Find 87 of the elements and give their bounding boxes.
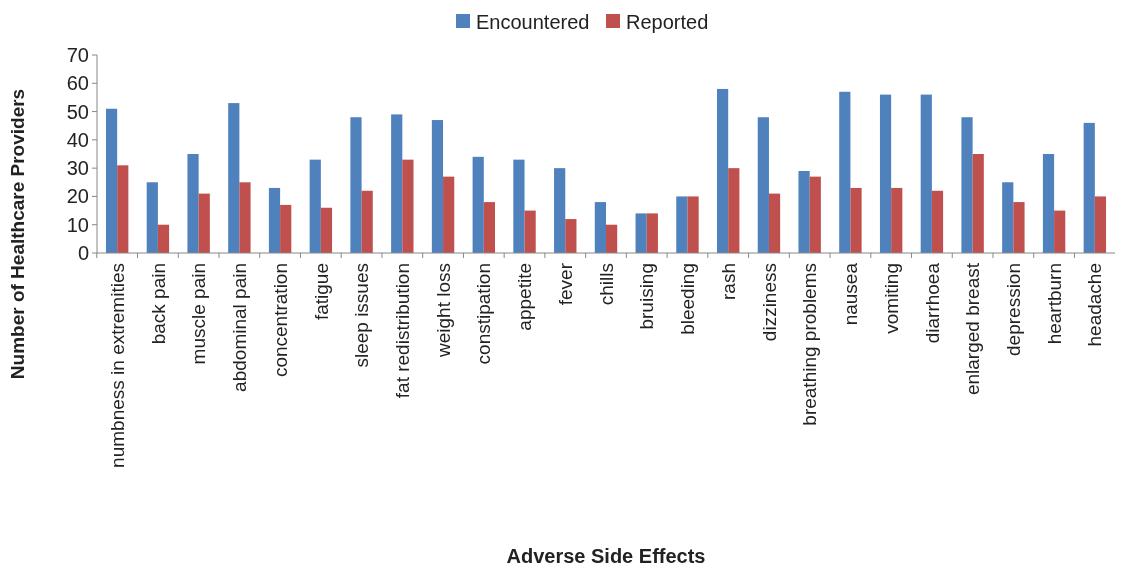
x-tick-label: constipation [473, 263, 495, 365]
bar [268, 187, 281, 253]
x-tick-label: diarrhoea [921, 262, 943, 344]
y-axis-title: Number of Healthcare Providers [7, 88, 28, 380]
bar [117, 165, 129, 253]
y-tick-label: 50 [66, 100, 89, 123]
x-tick-label: back pain [147, 263, 169, 345]
x-tick-label: rash [717, 263, 739, 300]
bar [431, 120, 444, 253]
legend-label: Encountered [476, 11, 590, 33]
bar [850, 187, 862, 253]
x-tick-label: abdominal pain [229, 263, 251, 392]
x-tick-label: bleeding [677, 263, 699, 335]
bar [105, 108, 118, 253]
x-tick-label: appetite [514, 263, 536, 331]
bar [472, 156, 484, 253]
bar [239, 182, 251, 253]
bar [646, 213, 658, 253]
bar [606, 224, 618, 253]
bar [1094, 196, 1107, 253]
bar [1054, 210, 1066, 253]
bar [879, 94, 892, 253]
x-tick-label: headache [1084, 263, 1106, 347]
bar [635, 213, 647, 253]
bar [839, 91, 851, 253]
x-tick-label: sleep issues [351, 263, 373, 368]
legend-label: Reported [626, 11, 709, 33]
bar [1002, 182, 1014, 253]
x-tick-label: bruising [636, 263, 658, 330]
bar [565, 219, 577, 253]
bar [554, 168, 566, 253]
bar [228, 103, 240, 253]
bar [309, 159, 321, 253]
bar [920, 94, 932, 253]
bar [961, 117, 973, 253]
y-tick-label: 0 [77, 242, 89, 264]
y-tick-label: 70 [66, 44, 89, 66]
bar [402, 159, 414, 253]
bar [594, 202, 606, 253]
bar [320, 207, 333, 253]
x-tick-label: depression [1003, 263, 1025, 356]
bar [280, 204, 292, 253]
x-tick-label: weight loss [432, 263, 454, 358]
x-tick-label: breathing problems [799, 263, 821, 426]
bar [524, 210, 536, 253]
bar [972, 154, 984, 253]
x-tick-label: chills [595, 263, 617, 306]
x-tick-label: concentration [269, 263, 291, 378]
y-tick-label: 10 [66, 213, 89, 236]
x-tick-label: enlarged breast [962, 262, 984, 396]
bar [361, 190, 373, 253]
bar [391, 114, 403, 253]
bar [728, 168, 740, 253]
x-tick-label: dizziness [758, 263, 780, 342]
y-tick-label: 60 [66, 72, 89, 95]
bar [443, 176, 455, 253]
x-tick-label: fever [554, 262, 576, 306]
x-tick-label: fatigue [310, 263, 332, 321]
bar [1013, 202, 1025, 253]
x-tick-label: fat redistribution [391, 263, 413, 399]
bar [891, 187, 903, 253]
bar [1042, 154, 1055, 253]
x-tick-label: numbness in extremities [106, 263, 128, 468]
bar [798, 170, 810, 253]
bar [483, 202, 495, 253]
bar [768, 193, 781, 253]
bar [687, 196, 699, 253]
bar [931, 190, 944, 253]
x-tick-label: muscle pain [188, 263, 210, 365]
bar [146, 182, 158, 253]
bar [198, 193, 210, 253]
bar [157, 224, 170, 253]
bar [1083, 122, 1095, 253]
y-tick-label: 30 [66, 157, 89, 180]
bar [187, 154, 199, 253]
x-axis-title: Adverse Side Effects [506, 545, 706, 567]
x-tick-label: vomiting [880, 263, 902, 334]
bar [717, 88, 729, 253]
bar [809, 176, 821, 253]
x-tick-label: nausea [840, 262, 862, 326]
y-tick-label: 40 [66, 128, 89, 151]
bar [676, 196, 688, 253]
bar [350, 117, 362, 253]
y-tick-label: 20 [66, 185, 89, 208]
bar [513, 159, 525, 253]
x-tick-label: heartburn [1043, 263, 1065, 345]
bar [757, 117, 769, 253]
